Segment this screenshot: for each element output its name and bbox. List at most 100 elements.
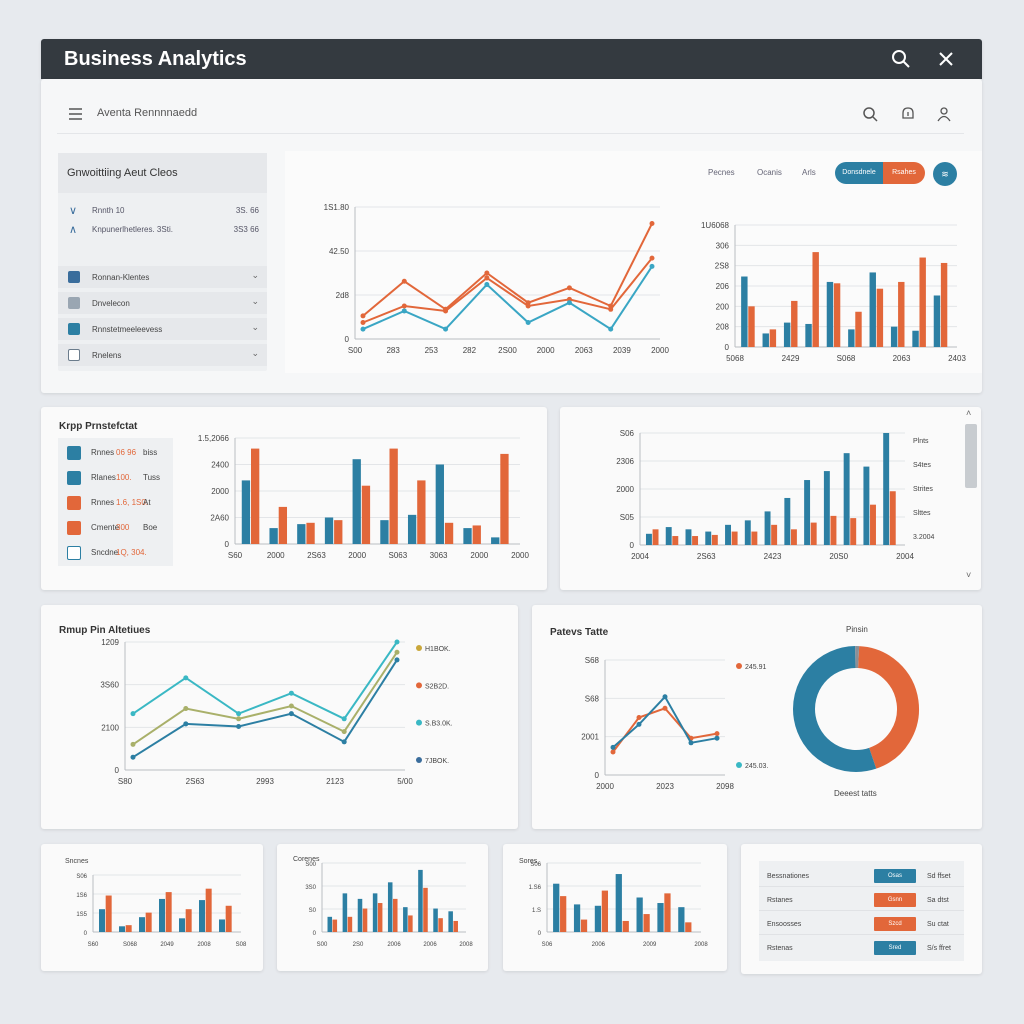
bar — [159, 898, 165, 932]
menu-icon[interactable] — [67, 105, 85, 123]
summary-value: 3S. 66 — [235, 206, 259, 215]
close-icon[interactable] — [934, 47, 958, 71]
status-badge: Szcd — [874, 917, 916, 931]
nav-item-3[interactable]: Rnnstetmeeleevess ⌄ — [58, 318, 267, 340]
y-tick-label: 0 — [84, 931, 88, 937]
user-icon[interactable] — [935, 105, 953, 123]
x-tick-label: 2000 — [348, 551, 366, 560]
left-panel: Gnwoittiing Aeut Cleos ∨ Rnnth 10 3S. 66… — [58, 153, 267, 371]
bar — [553, 883, 560, 932]
scroll-down-icon[interactable]: ˅ — [966, 570, 972, 580]
x-tick-label: 2423 — [764, 552, 782, 561]
bar — [408, 915, 413, 932]
series-line — [132, 641, 398, 721]
bar — [423, 887, 428, 932]
bar — [790, 529, 797, 545]
kpi-suffix: biss — [143, 448, 158, 457]
gear-icon — [67, 546, 81, 560]
bell-icon[interactable] — [899, 105, 917, 123]
filter-button[interactable]: ≋ — [933, 162, 957, 186]
kpi-row[interactable]: Rnnes 06 96 biss — [58, 442, 173, 464]
header-label: Aventa Rennnnaedd — [97, 107, 198, 119]
search-icon[interactable] — [889, 47, 913, 71]
bar — [99, 909, 105, 932]
bar — [205, 888, 212, 932]
data-point — [341, 716, 347, 722]
bar — [645, 533, 652, 545]
nav-item-2[interactable]: Dnvelecon ⌄ — [58, 292, 267, 314]
side-label: 3.2004 — [913, 534, 935, 541]
toggle-option-a[interactable]: Donsdnele — [835, 162, 883, 184]
data-point — [608, 326, 614, 332]
table-row[interactable]: Rstanes Gsnn Sa dtst — [759, 889, 964, 911]
scrollbar[interactable]: ˄ ˅ — [963, 408, 979, 588]
table-row[interactable]: Rstenas Sred S/s ffret — [759, 937, 964, 959]
data-point — [566, 285, 572, 291]
bar — [269, 528, 278, 544]
table-row[interactable]: Ensoosses Szcd Su ctat — [759, 913, 964, 935]
x-tick-label: 283 — [386, 346, 400, 355]
data-point — [394, 639, 400, 645]
y-tick-label: 0 — [725, 343, 730, 352]
data-point — [662, 694, 668, 700]
scrollbar-thumb[interactable] — [965, 424, 977, 488]
kpi-suffix: Tuss — [143, 473, 161, 482]
series-line — [132, 651, 398, 746]
bar — [830, 515, 837, 545]
kpi-row[interactable]: Rnnes 1.6, 1S0. At — [58, 492, 173, 514]
x-tick-label: S60 — [88, 942, 99, 948]
filter-link[interactable]: Arls — [802, 168, 816, 177]
side-label: Plnts — [913, 438, 929, 445]
nav-item-4[interactable]: Rnelens ⌄ — [58, 344, 267, 366]
y-tick-label: S68 — [585, 694, 600, 703]
x-tick-label: 2006 — [423, 942, 437, 948]
kpi-row[interactable]: Sncdne 1Q, 304. — [58, 542, 173, 564]
data-point — [183, 675, 189, 681]
bar — [912, 330, 919, 347]
kpi-suffix: Boe — [143, 523, 158, 532]
bar — [334, 520, 343, 544]
kpi-label: Sncdne — [91, 548, 119, 557]
kpi-list: Rnnes 06 96 biss Rlanes 100. Tuss Rnnes … — [58, 438, 173, 566]
search-icon[interactable] — [861, 105, 879, 123]
x-tick-label: 2004 — [631, 552, 649, 561]
table-row[interactable]: Bessnationes Osas Sd ffset — [759, 865, 964, 887]
filter-link[interactable]: Ocanis — [757, 168, 782, 177]
home-icon — [68, 271, 80, 283]
bar — [823, 471, 830, 545]
bar — [387, 882, 393, 932]
kpi-row[interactable]: Rlanes 100. Tuss — [58, 467, 173, 489]
y-tick-label: 3S0 — [305, 885, 316, 891]
data-point — [401, 278, 407, 284]
kpi-value: 1Q, 304. — [116, 548, 147, 557]
table-cell: Rstanes — [767, 897, 793, 904]
panel-title: Patevs Tatte — [550, 627, 609, 638]
x-tick-label: 282 — [463, 346, 477, 355]
bar — [762, 333, 769, 347]
nav-item-1[interactable]: Ronnan-Klentes ⌄ — [58, 266, 267, 288]
kpi-row[interactable]: Cmente 300 Boe — [58, 517, 173, 539]
legend-marker — [416, 645, 422, 651]
segmented-toggle[interactable]: Donsdnele Rsahes — [835, 162, 925, 184]
bar — [139, 917, 145, 932]
toggle-option-b[interactable]: Rsahes — [883, 162, 925, 184]
x-tick-label: 2000 — [651, 346, 669, 355]
y-tick-label: 1209 — [101, 638, 119, 647]
scroll-up-icon[interactable]: ˄ — [966, 408, 972, 418]
y-tick-label: S06 — [530, 862, 541, 868]
bar — [297, 524, 306, 544]
x-tick-label: 2993 — [256, 777, 274, 786]
bar — [810, 522, 817, 545]
y-tick-label: 2d8 — [336, 291, 350, 300]
y-tick-label: 208 — [716, 323, 730, 332]
filter-link[interactable]: Pecnes — [708, 168, 735, 177]
data-point — [341, 739, 347, 745]
data-point — [649, 263, 655, 269]
y-tick-label: 306 — [716, 241, 730, 250]
bar — [890, 326, 898, 347]
donut-chart — [793, 646, 919, 772]
bar — [657, 903, 664, 932]
table-cell: Sa dtst — [927, 897, 949, 904]
status-badge: Osas — [874, 869, 916, 883]
x-tick-label: 2000 — [470, 551, 488, 560]
